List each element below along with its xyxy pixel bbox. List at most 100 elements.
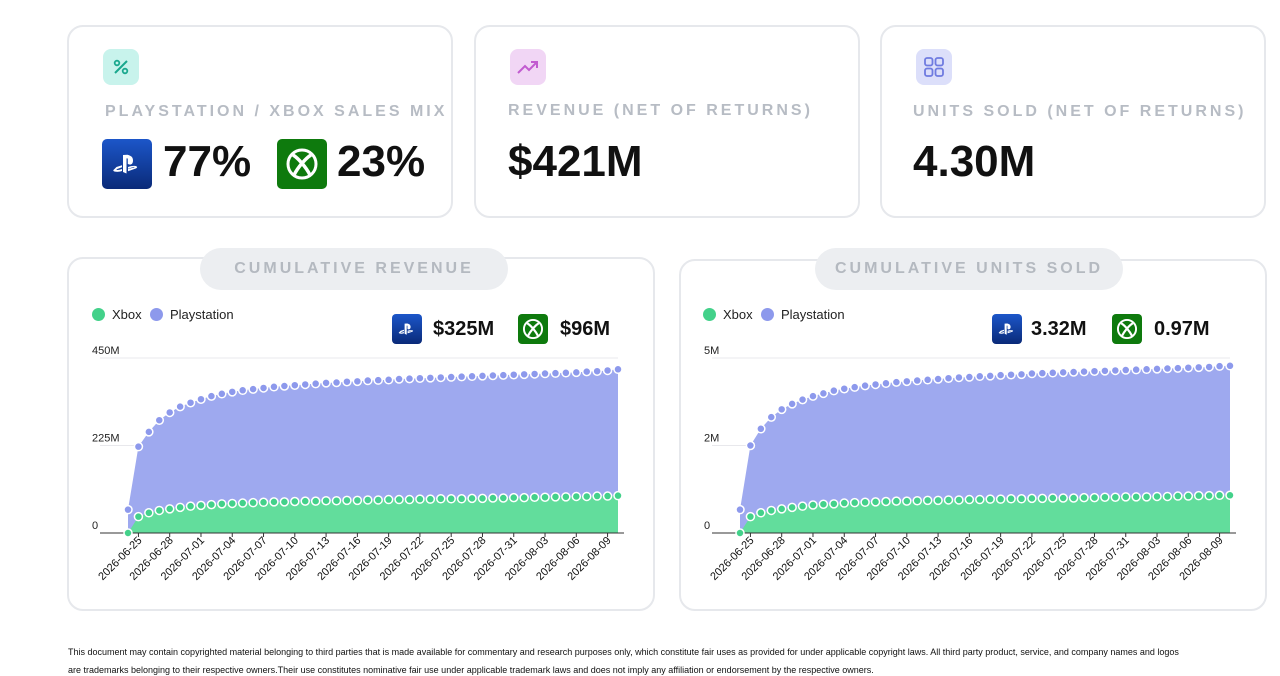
revenue-area-chart: 0225M450M2026-06-252026-06-282026-07-012… [92, 345, 624, 583]
xbox-point [415, 494, 425, 504]
y-tick-label: 0 [704, 520, 710, 532]
playstation-point [818, 388, 829, 399]
xbox-logo-icon [518, 314, 548, 344]
playstation-point [954, 372, 964, 383]
playstation-point [498, 370, 509, 380]
playstation-point [1006, 369, 1016, 380]
xbox-point [373, 495, 383, 505]
playstation-point [1068, 367, 1079, 377]
playstation-point [258, 383, 269, 393]
playstation-point [1193, 362, 1204, 373]
playstation-area [128, 369, 618, 533]
playstation-point [985, 371, 995, 381]
playstation-point [269, 382, 279, 392]
playstation-point [561, 368, 571, 378]
xbox-point [776, 504, 787, 514]
units-legend-playstation[interactable]: Playstation [761, 307, 845, 322]
playstation-legend-dot [150, 308, 163, 321]
grid-icon [916, 49, 952, 85]
xbox-point [870, 497, 881, 507]
playstation-point [279, 381, 290, 391]
y-tick-label: 2M [704, 433, 719, 445]
xbox-point [321, 495, 331, 506]
xbox-point [613, 490, 623, 501]
xbox-point [467, 493, 477, 504]
playstation-point [1110, 365, 1121, 376]
playstation-point [1225, 361, 1235, 371]
xbox-point [394, 494, 404, 505]
xbox-point [1089, 492, 1100, 503]
playstation-point [456, 371, 467, 382]
playstation-point [902, 376, 912, 387]
playstation-point [185, 397, 196, 408]
playstation-point [735, 504, 745, 515]
playstation-point [1120, 365, 1131, 375]
playstation-point [217, 389, 227, 399]
xbox-point [1100, 492, 1110, 502]
playstation-point [488, 370, 498, 381]
y-tick-label: 450M [92, 345, 120, 357]
xbox-point [881, 496, 891, 507]
sales-mix-card: PLAYSTATION / XBOX SALES MIX 77% 23% [67, 25, 453, 218]
playstation-point [415, 373, 425, 383]
playstation-point [550, 368, 561, 378]
y-tick-label: 5M [704, 345, 719, 357]
xbox-point [808, 500, 818, 510]
xbox-point [571, 491, 582, 502]
xbox-point [425, 494, 436, 504]
playstation-point [881, 378, 891, 389]
xbox-point [404, 494, 415, 505]
disclaimer-line-2: are trademarks belonging to their respec… [68, 665, 874, 675]
units-playstation-total: 3.32M [1031, 318, 1087, 340]
xbox-point [363, 495, 373, 505]
playstation-point [310, 378, 321, 389]
playstation-point [1152, 364, 1162, 374]
xbox-point [756, 508, 766, 518]
sales-mix-label: PLAYSTATION / XBOX SALES MIX [105, 103, 448, 120]
xbox-point [206, 499, 217, 510]
xbox-point [1027, 493, 1037, 504]
playstation-point [540, 368, 550, 379]
units-legend-xbox[interactable]: Xbox [703, 307, 753, 322]
xbox-point [912, 495, 922, 506]
playstation-point [154, 415, 165, 425]
xbox-point [1110, 492, 1121, 502]
revenue-chart-title: CUMULATIVE REVENUE [200, 248, 508, 290]
playstation-legend-label: Playstation [170, 307, 234, 322]
xbox-point [196, 500, 206, 511]
units-xbox-total: 0.97M [1154, 318, 1210, 340]
xbox-point [766, 505, 777, 516]
xbox-point [1048, 493, 1058, 503]
xbox-point [1173, 491, 1183, 501]
xbox-point [787, 502, 797, 513]
revenue-label: REVENUE (NET OF RETURNS) [508, 102, 813, 119]
xbox-point [1214, 490, 1225, 501]
xbox-point [508, 492, 519, 503]
xbox-share-value: 23% [337, 137, 426, 186]
playstation-point [1214, 361, 1225, 371]
xbox-point [829, 499, 839, 509]
xbox-point [279, 497, 290, 507]
xbox-point [592, 491, 602, 501]
playstation-point [849, 382, 860, 392]
playstation-point [787, 399, 797, 409]
xbox-legend-label: Xbox [723, 307, 753, 322]
units-value: 4.30M [913, 137, 1036, 186]
playstation-point [206, 391, 217, 401]
playstation-point [144, 427, 154, 437]
xbox-point [227, 498, 238, 509]
playstation-point [1089, 366, 1100, 376]
playstation-point [196, 394, 206, 404]
units-chart-title: CUMULATIVE UNITS SOLD [815, 248, 1123, 290]
xbox-point [943, 495, 954, 505]
playstation-point [1048, 368, 1058, 378]
revenue-legend-playstation[interactable]: Playstation [150, 307, 234, 322]
xbox-point [352, 495, 363, 506]
xbox-legend-dot [92, 308, 105, 321]
xbox-point [342, 495, 352, 506]
revenue-legend-xbox[interactable]: Xbox [92, 307, 142, 322]
xbox-point [902, 496, 912, 506]
playstation-point [446, 372, 456, 382]
playstation-point [1027, 368, 1037, 379]
revenue-xbox-total: $96M [560, 318, 611, 340]
